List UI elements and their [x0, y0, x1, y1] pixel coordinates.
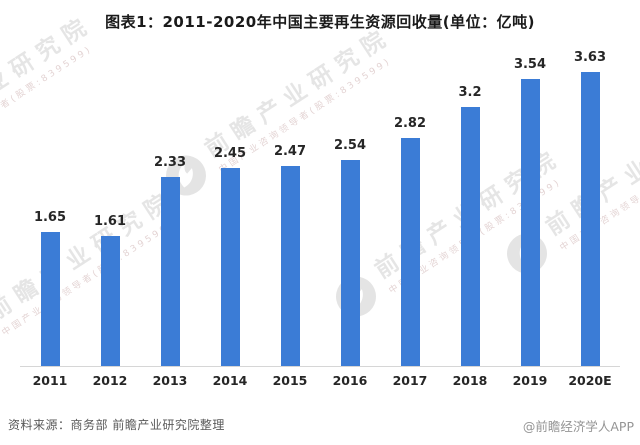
- bar: [220, 168, 240, 366]
- bar-group: 2.82: [380, 50, 440, 366]
- bar-group: 2.33: [140, 50, 200, 366]
- bar-group: 2.54: [320, 50, 380, 366]
- bar-group: 1.61: [80, 50, 140, 366]
- bars: 1.65 1.61 2.33 2.45 2.47 2.54 2.82 3.2 3.54 3.63: [20, 50, 620, 366]
- year-label: 2011: [32, 373, 68, 388]
- source-text: 资料来源：商务部 前瞻产业研究院整理: [8, 418, 225, 432]
- bar-group: 3.2: [440, 50, 500, 366]
- year-label: 2016: [332, 373, 368, 388]
- bar-group: 2.45: [200, 50, 260, 366]
- year-label: 2014: [212, 373, 248, 388]
- chart-title: 图表1：2011-2020年中国主要再生资源回收量(单位：亿吨): [105, 13, 535, 31]
- bar-value-label: 1.65: [33, 210, 67, 225]
- bar-value-label: 1.61: [93, 214, 127, 229]
- bar-group: 2.47: [260, 50, 320, 366]
- bar: [400, 138, 420, 366]
- year-label: 2013: [152, 373, 188, 388]
- bar-value-label: 2.45: [213, 146, 247, 161]
- bar-value-label: 3.54: [513, 57, 547, 72]
- year-label: 2019: [512, 373, 548, 388]
- bar: [520, 79, 540, 366]
- bar: [160, 177, 180, 366]
- year-label: 2017: [392, 373, 428, 388]
- year-label: 2015: [272, 373, 308, 388]
- bar-value-label: 2.33: [153, 155, 187, 170]
- bar-group: 1.65: [20, 50, 80, 366]
- bar: [340, 160, 360, 366]
- year-label: 2020E: [568, 373, 612, 388]
- bar: [100, 236, 120, 366]
- x-axis-tick-labels: 2011 2012 2013 2014 2015 2016 2017 2018 2019 2020…: [20, 373, 620, 388]
- year-label: 2012: [92, 373, 128, 388]
- year-label: 2018: [452, 373, 488, 388]
- x-axis-line: [20, 366, 620, 367]
- bar: [580, 72, 600, 366]
- bar: [280, 166, 300, 366]
- bar-group: 3.54: [500, 50, 560, 366]
- bar-value-label: 2.82: [393, 116, 427, 131]
- bar-value-label: 2.54: [333, 138, 367, 153]
- bar-value-label: 3.63: [573, 50, 607, 65]
- bar-value-label: 2.47: [273, 144, 307, 159]
- credit-text: @前瞻经济学人APP: [522, 419, 634, 434]
- plot-area: 1.65 1.61 2.33 2.45 2.47 2.54 2.82 3.2 3.54 3.63: [20, 50, 620, 366]
- bar-value-label: 3.2: [458, 85, 482, 100]
- bar-group: 3.63: [560, 50, 620, 366]
- bar: [40, 232, 60, 366]
- bar: [460, 107, 480, 366]
